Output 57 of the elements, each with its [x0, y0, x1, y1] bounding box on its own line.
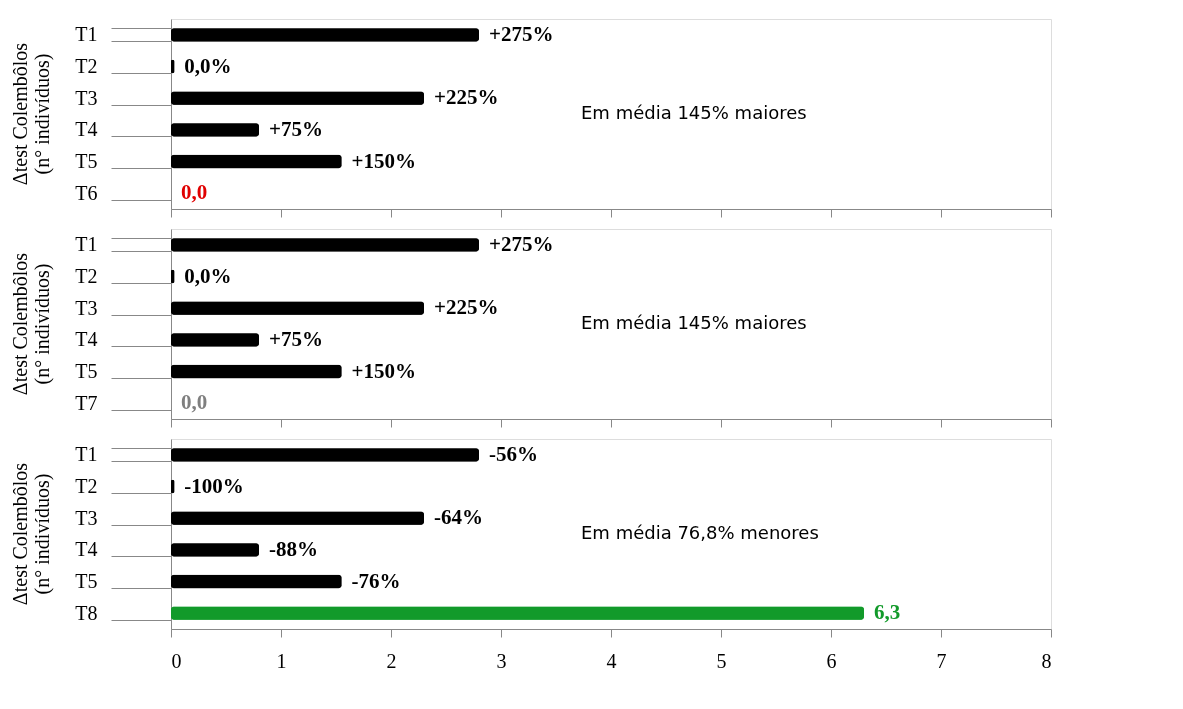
annotation: -76% — [351, 568, 401, 593]
x-tick-label: 1 — [276, 649, 287, 672]
y-tick-label: T3 — [75, 296, 98, 319]
annotation: -88% — [269, 536, 318, 561]
y-tick-label: T1 — [75, 23, 98, 46]
annotation: +150% — [351, 148, 416, 173]
y-tick-label: T7 — [75, 391, 98, 414]
data-label: 0,0 — [181, 390, 208, 415]
annotation: +150% — [351, 358, 416, 383]
x-tick-label: 5 — [716, 649, 727, 672]
y-tick-label: T5 — [75, 360, 98, 382]
bar — [171, 238, 479, 252]
y-tick-label: T6 — [75, 181, 98, 204]
x-tick-label: 6 — [826, 649, 837, 672]
x-tick-label: 0 — [171, 649, 182, 672]
y-axis-title: Δtest Colembôlos (n° indivíduos) — [9, 42, 54, 186]
annotation: +75% — [269, 116, 323, 141]
annotation: -64% — [434, 505, 483, 530]
annotation: Em média 145% maiores — [581, 102, 807, 123]
y-tick-label: T4 — [75, 538, 98, 561]
bar — [171, 364, 342, 379]
y-tick-label: T5 — [75, 570, 98, 592]
y-axis-title: Δtest Colembôlos (n° indivíduos) — [9, 252, 54, 396]
annotation: 0,0% — [184, 53, 232, 78]
annotation: Em média 145% maiores — [581, 312, 807, 333]
bar — [171, 301, 424, 315]
x-tick-label: 7 — [936, 649, 947, 672]
y-axis-title: Δtest Colembôlos (n° indivíduos) — [9, 462, 54, 606]
bar — [171, 28, 479, 42]
y-tick-label: T4 — [75, 118, 98, 141]
annotation: -56% — [489, 441, 538, 466]
annotation: 0,0% — [184, 263, 232, 288]
annotation: Em média 76,8% menores — [581, 522, 819, 543]
y-tick-label: T5 — [75, 150, 98, 172]
y-tick-label: T2 — [75, 265, 98, 287]
x-tick-label: 2 — [386, 649, 397, 672]
data-label: 6,3 — [874, 600, 901, 625]
annotation: +275% — [489, 21, 554, 46]
data-label: 0,0 — [181, 180, 208, 205]
y-tick-label: T4 — [75, 328, 98, 351]
y-tick-label: T2 — [75, 475, 98, 497]
y-tick-label: T2 — [75, 55, 98, 77]
y-tick-label: T8 — [75, 601, 98, 624]
annotation: -100% — [184, 473, 244, 498]
annotation: +225% — [434, 295, 499, 320]
x-tick-label: 3 — [496, 649, 507, 672]
annotation: +275% — [489, 231, 554, 256]
bar — [171, 154, 342, 169]
y-tick-label: T1 — [75, 443, 98, 466]
annotation: +75% — [269, 326, 323, 351]
y-tick-label: T3 — [75, 506, 98, 529]
y-tick-label: T1 — [75, 233, 98, 256]
annotation: +225% — [434, 85, 499, 110]
bar — [171, 91, 424, 105]
x-tick-label: 8 — [1041, 649, 1052, 672]
x-tick-label: 4 — [606, 649, 617, 672]
y-tick-label: T3 — [75, 86, 98, 109]
